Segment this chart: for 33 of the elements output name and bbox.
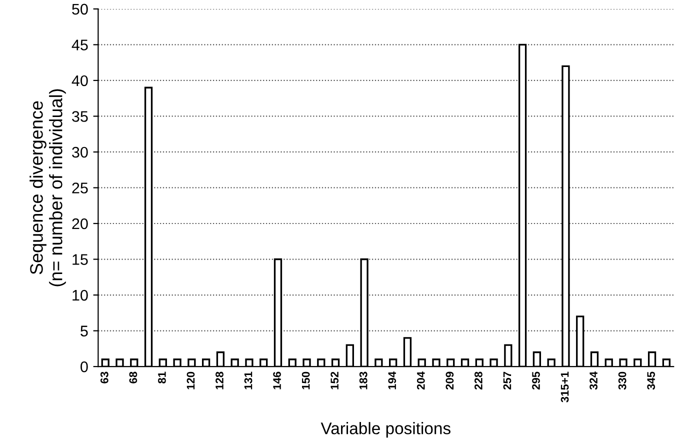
y-tick-label: 15 <box>72 254 88 265</box>
x-tick-label: 81 <box>158 372 166 384</box>
x-tick-label: 345 <box>647 372 656 390</box>
x-tick-label: 63 <box>100 372 108 384</box>
x-tick-label: 152 <box>330 372 339 390</box>
x-tick-label: 131 <box>244 372 252 390</box>
x-tick-label: 315+1 <box>560 372 569 402</box>
x-tick-label: 68 <box>129 372 138 384</box>
y-tick-label: 45 <box>72 40 88 50</box>
x-tick-label: 324 <box>590 371 598 390</box>
x-tick-label: 183 <box>359 372 368 390</box>
x-tick-label: 204 <box>416 371 425 390</box>
y-tick-label: 25 <box>72 182 88 194</box>
y-axis-title: Sequence divergence (n= number of individual) <box>30 89 66 286</box>
y-tick-label: 0 <box>80 361 88 372</box>
y-tick-label: 40 <box>72 75 88 86</box>
y-tick-label: 50 <box>72 4 88 15</box>
y-tick-label: 30 <box>72 146 88 158</box>
y-tick-label: 35 <box>72 111 88 122</box>
x-tick-label: 150 <box>302 372 310 390</box>
x-tick-label: 330 <box>618 372 626 390</box>
x-tick-label: 295 <box>532 372 540 390</box>
x-tick-label: 228 <box>474 372 482 390</box>
x-tick-label: 257 <box>503 372 512 390</box>
y-tick-label: 10 <box>72 290 88 301</box>
x-tick-label: 128 <box>216 372 224 390</box>
x-axis-title: Variable positions <box>320 422 450 438</box>
y-tick-label: 20 <box>72 218 88 230</box>
x-tick-label: 209 <box>446 372 454 390</box>
x-tick-label: 120 <box>186 372 195 390</box>
x-tick-label: 146 <box>273 372 281 390</box>
x-tick-label: 194 <box>388 371 396 390</box>
y-tick-label: 5 <box>80 326 88 336</box>
